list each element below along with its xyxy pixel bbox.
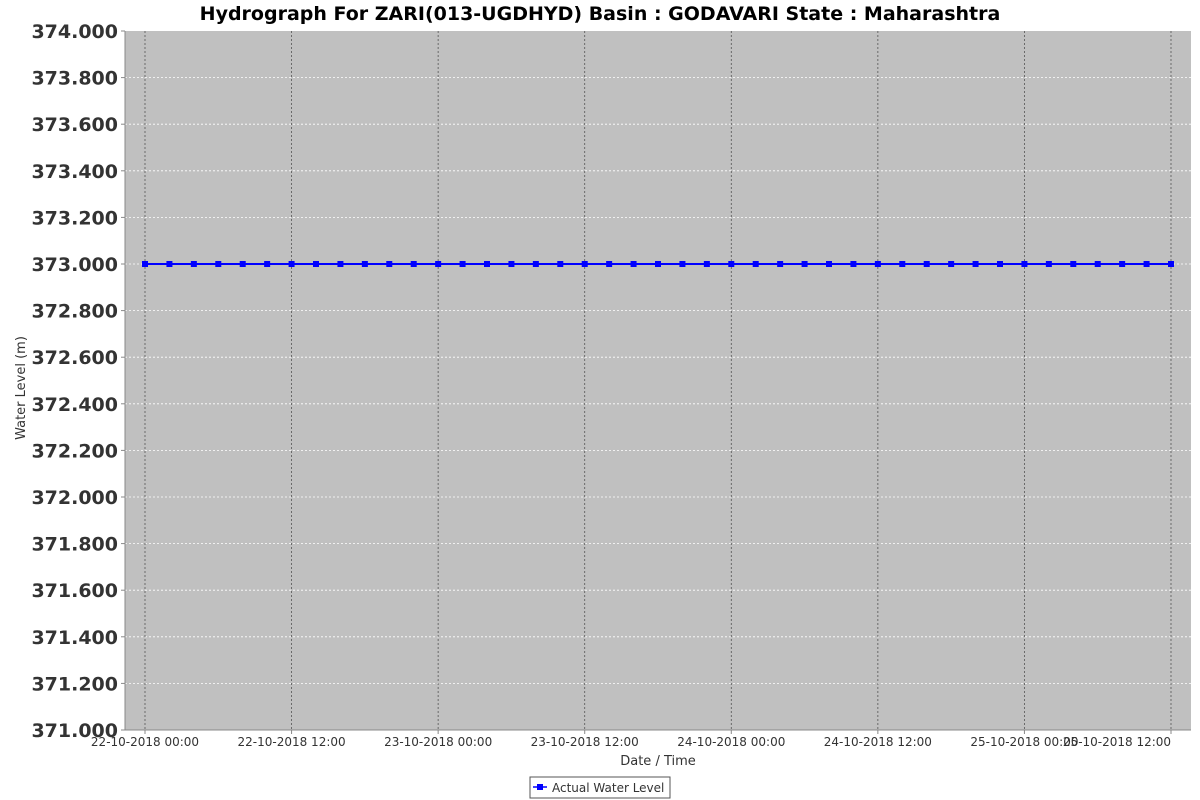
data-point-marker <box>508 261 515 267</box>
x-axis-label: Date / Time <box>620 754 696 769</box>
x-tick-label: 24-10-2018 00:00 <box>677 735 785 749</box>
y-tick-label: 372.400 <box>31 394 118 416</box>
y-tick-label: 371.400 <box>31 627 118 649</box>
y-tick-label: 373.200 <box>31 207 118 229</box>
y-tick-label: 371.800 <box>31 534 118 556</box>
data-point-marker <box>703 261 710 267</box>
data-point-marker <box>972 261 979 267</box>
y-axis-label: Water Level (m) <box>14 336 29 440</box>
legend-square-marker-icon <box>537 784 543 790</box>
legend: Actual Water Level <box>529 776 671 799</box>
y-tick-label: 371.000 <box>31 720 118 742</box>
y-tick-label: 371.200 <box>31 673 118 695</box>
x-tick-label: 25-10-2018 00:00 <box>970 735 1078 749</box>
x-tick-label: 24-10-2018 12:00 <box>824 735 932 749</box>
data-point-marker <box>313 261 319 267</box>
data-point-marker <box>215 261 222 267</box>
data-point-marker <box>606 261 613 267</box>
data-point-marker <box>777 261 784 267</box>
data-point-marker <box>386 261 393 267</box>
data-point-marker <box>1143 261 1150 267</box>
y-tick-label: 371.600 <box>31 580 118 602</box>
x-tick-label: 23-10-2018 00:00 <box>384 735 492 749</box>
data-point-marker <box>752 261 759 267</box>
data-point-marker <box>337 261 344 267</box>
data-point-marker <box>532 261 539 267</box>
data-point-marker <box>459 261 466 267</box>
data-point-marker <box>288 261 295 267</box>
data-point-marker <box>850 261 857 267</box>
data-point-marker <box>874 261 881 267</box>
data-point-marker <box>190 261 197 267</box>
data-point-marker <box>630 261 637 267</box>
data-point-marker <box>1045 261 1052 267</box>
data-point-marker <box>1168 261 1174 267</box>
data-point-marker <box>239 261 246 267</box>
data-point-marker <box>1021 261 1028 267</box>
legend-label: Actual Water Level <box>552 781 664 795</box>
data-point-marker <box>410 261 417 267</box>
legend-box <box>529 776 671 799</box>
grid-lines <box>125 31 1191 730</box>
series-actual-water-level <box>142 261 1174 267</box>
data-point-marker <box>1070 261 1077 267</box>
y-tick-label: 374.000 <box>31 21 118 43</box>
data-point-marker <box>142 261 148 267</box>
data-point-marker <box>1094 261 1101 267</box>
x-tick-label: 22-10-2018 12:00 <box>238 735 346 749</box>
x-tick-label: 23-10-2018 12:00 <box>531 735 639 749</box>
y-tick-labels: 371.000 371.200 371.400 371.600 371.800 372.0… <box>31 21 125 742</box>
data-point-marker <box>435 261 442 267</box>
data-point-marker <box>264 261 271 267</box>
data-point-marker <box>801 261 808 267</box>
data-point-marker <box>655 261 661 267</box>
y-tick-label: 372.600 <box>31 347 118 369</box>
y-tick-label: 372.800 <box>31 301 118 323</box>
x-tick-labels: 22-10-2018 00:00 22-10-2018 12:00 23-10-20… <box>91 730 1172 749</box>
data-point-marker <box>923 261 930 267</box>
y-tick-label: 372.000 <box>31 487 118 509</box>
plot-area <box>125 31 1191 730</box>
x-tick-label: 22-10-2018 00:00 <box>91 735 199 749</box>
y-tick-label: 372.200 <box>31 440 118 462</box>
data-point-marker <box>948 261 955 267</box>
chart-title: Hydrograph For ZARI(013-UGDHYD) Basin : … <box>200 3 1001 25</box>
data-point-marker <box>557 261 564 267</box>
data-point-marker <box>166 261 173 267</box>
y-tick-label: 373.800 <box>31 68 118 90</box>
data-point-marker <box>728 261 735 267</box>
data-point-marker <box>679 261 686 267</box>
data-point-marker <box>581 261 588 267</box>
y-tick-label: 373.000 <box>31 254 118 276</box>
data-point-marker <box>361 261 368 267</box>
x-tick-label: 25-10-2018 12:00 <box>1063 735 1171 749</box>
data-point-marker <box>484 261 490 267</box>
data-point-marker <box>826 261 832 267</box>
data-point-marker <box>1119 261 1126 267</box>
y-tick-label: 373.600 <box>31 114 118 136</box>
data-point-marker <box>997 261 1003 267</box>
y-tick-label: 373.400 <box>31 161 118 183</box>
data-point-marker <box>899 261 906 267</box>
